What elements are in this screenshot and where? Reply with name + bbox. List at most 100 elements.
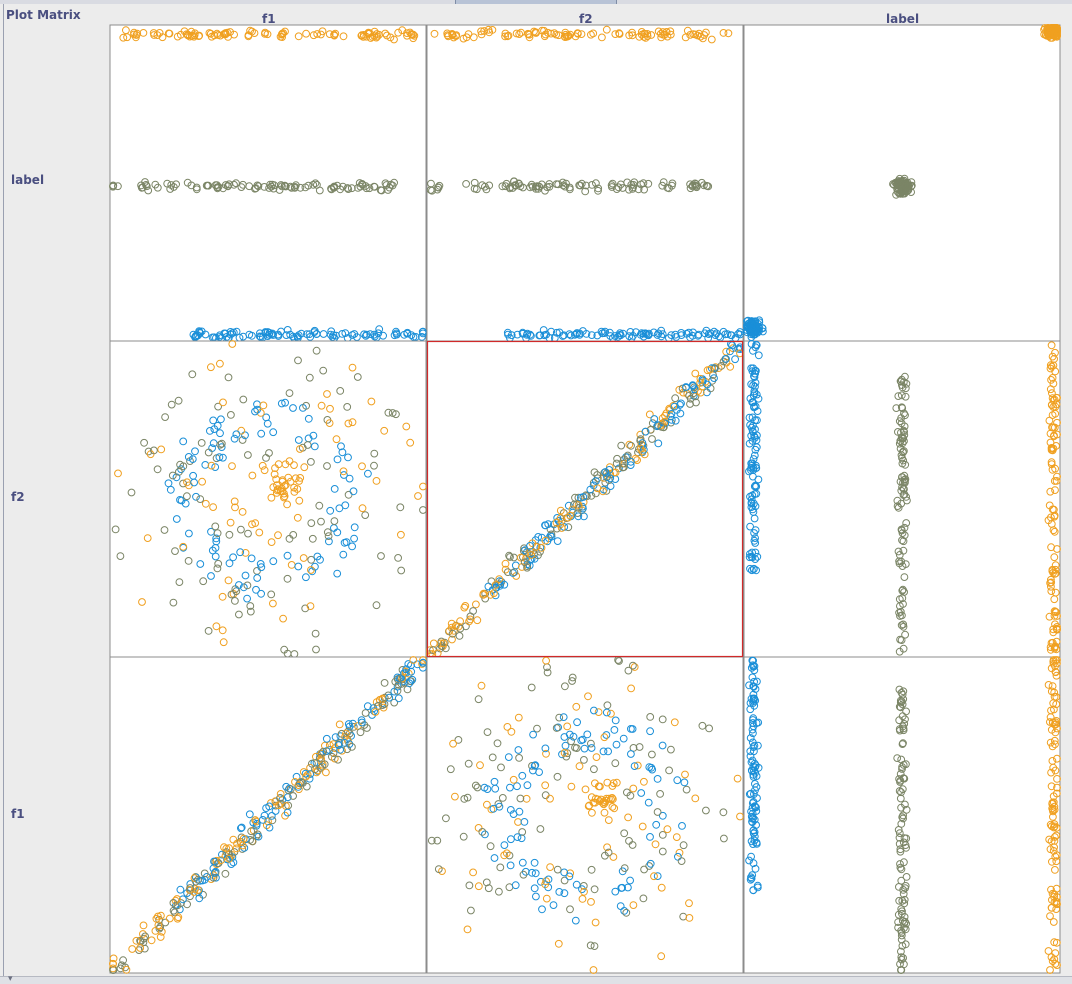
window-title: Plot Matrix [6, 8, 81, 22]
scatter-point [618, 184, 627, 192]
scatter-point [653, 775, 662, 783]
scatter-point [629, 661, 637, 670]
scatter-point [356, 728, 365, 737]
scatter-point [370, 461, 378, 470]
scatter-point [435, 181, 444, 190]
scatter-point [681, 770, 689, 779]
scatter-point [490, 589, 498, 598]
scatter-point [604, 816, 613, 824]
scatter-point [500, 851, 509, 860]
scatter-point [222, 844, 231, 853]
scatter-point [570, 500, 578, 509]
scatter-point [283, 808, 292, 817]
scatter-point [753, 416, 761, 425]
scatter-point [560, 889, 569, 898]
scatter-point [560, 749, 569, 757]
scatter-point [580, 512, 588, 521]
scatter-point [654, 439, 663, 448]
scatter-point [1053, 418, 1061, 427]
scatter-point [380, 679, 389, 687]
scatter-point [291, 183, 299, 191]
scatter-point [559, 181, 568, 190]
scatter-point [150, 31, 159, 39]
scatter-point [895, 829, 904, 837]
scatter-point [544, 875, 553, 884]
scatter-point [750, 529, 758, 537]
scatter-point [541, 521, 550, 530]
scatter-point [696, 388, 705, 397]
scatter-point [339, 550, 348, 559]
scatter-point [1046, 966, 1054, 974]
scatter-point [1050, 833, 1059, 841]
top-tab[interactable] [455, 0, 617, 4]
scatter-point [481, 594, 490, 603]
scatter-point [301, 769, 310, 778]
scatter-point [506, 861, 515, 870]
scatter-point [481, 830, 489, 839]
scatter-point [643, 30, 652, 38]
scatter-point [171, 547, 179, 555]
scatter-point [736, 349, 744, 358]
scatter-point [219, 398, 227, 407]
scatter-point [172, 515, 181, 523]
scatter-point [899, 644, 908, 653]
scatter-point [553, 537, 562, 545]
scatter-point [896, 845, 905, 854]
scatter-point [509, 569, 517, 577]
scatter-point [899, 739, 907, 748]
scatter-point [291, 474, 300, 483]
scatter-point [471, 781, 480, 790]
scatter-point [343, 403, 352, 411]
scatter-point [745, 553, 754, 562]
scatter-point [560, 868, 569, 877]
scatter-point [308, 534, 317, 543]
scatter-point [286, 182, 295, 191]
scatter-point [302, 29, 311, 38]
scatter-point [645, 763, 654, 771]
scatter-point [590, 885, 599, 894]
scatter-point [638, 822, 647, 831]
scatter-point [419, 663, 427, 672]
scatter-point [196, 876, 204, 885]
scatter-point [550, 29, 559, 37]
scatter-point [637, 789, 646, 797]
scatter-point [142, 182, 151, 191]
scatter-point [498, 182, 507, 191]
scatter-point [187, 181, 196, 190]
scatter-point [663, 825, 672, 834]
scatter-point [752, 341, 761, 350]
scatter-point [339, 32, 348, 41]
chevron-down-icon[interactable]: ▾ [8, 974, 13, 984]
scatter-point [366, 34, 375, 42]
scatter-point [642, 330, 651, 339]
scatter-point [616, 902, 625, 910]
scatter-point [680, 778, 689, 787]
scatter-point [547, 530, 556, 539]
scatter-point [252, 821, 261, 830]
scatter-point [516, 794, 525, 803]
scatter-point [657, 952, 666, 961]
scatter-point [140, 438, 149, 447]
scatter-point [1047, 341, 1056, 350]
scatter-point [512, 29, 521, 38]
scatter-point [190, 478, 199, 487]
scatter-point [608, 782, 617, 790]
scatter-point [375, 325, 384, 334]
scatter-point [746, 550, 754, 558]
scatter-point [1052, 823, 1061, 832]
scatter-point [589, 478, 598, 487]
scatter-point [657, 33, 666, 42]
scatter-point [460, 603, 469, 612]
scatter-point [897, 955, 906, 964]
scatter-point [898, 186, 906, 194]
scatter-point [639, 332, 648, 341]
scatter-point [168, 471, 177, 480]
scatter-point [260, 466, 269, 475]
scatter-point [213, 564, 222, 573]
scatter-point [748, 799, 757, 807]
scatter-point [555, 713, 564, 722]
scatter-point [259, 401, 268, 410]
scatter-point [554, 939, 563, 948]
scatter-point [752, 482, 761, 491]
